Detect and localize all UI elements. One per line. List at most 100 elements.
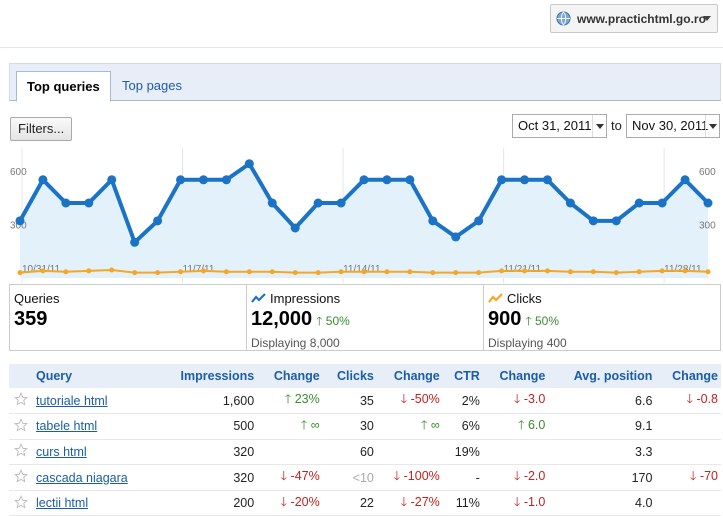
clicks-data-point (361, 269, 367, 275)
clicks-change-cell: 🡓 -100% (393, 469, 440, 484)
star-icon[interactable] (9, 414, 33, 440)
stat-clicks-value: 900 (488, 308, 522, 330)
impressions-data-point (313, 198, 323, 208)
impressions-data-point (176, 175, 186, 185)
column-header-position-change[interactable]: Change (672, 369, 718, 383)
x-tick-label: 11/14/11 (343, 264, 381, 275)
clicks-data-point (384, 269, 390, 275)
avg-position-cell: 170 (631, 470, 653, 485)
impressions-series-icon (251, 293, 266, 303)
clicks-data-point (499, 268, 505, 274)
clicks-data-point (86, 268, 92, 274)
impressions-change-cell: 🡑 ∞ (300, 417, 320, 432)
column-header-query[interactable]: Query (36, 369, 73, 383)
chevron-down-icon (705, 115, 719, 137)
date-to-select[interactable]: Nov 30, 2011 (626, 114, 720, 138)
ctr-cell: 19% (454, 444, 480, 459)
ctr-change-cell: 🡑 6.0 (517, 417, 546, 432)
clicks-data-point (132, 270, 138, 276)
queries-table: Query Impressions Change Clicks Change C… (9, 364, 721, 516)
up-arrow-icon: 🡑 (316, 314, 323, 328)
star-icon[interactable] (9, 439, 33, 465)
column-header-ctr-change[interactable]: Change (499, 369, 546, 383)
query-link[interactable]: curs html (36, 444, 87, 459)
table-row: lectii html 200 🡓 -20% 22 🡓 -27% 11% 🡓 -1.0 4.0 (9, 490, 721, 516)
ctr-change-cell (483, 439, 549, 465)
clicks-data-point (315, 270, 321, 276)
impressions-data-point (153, 216, 163, 226)
impressions-data-point (61, 198, 71, 208)
chevron-down-icon (703, 16, 711, 21)
clicks-data-point (338, 269, 344, 275)
down-arrow-icon: 🡓 (686, 392, 693, 407)
star-icon[interactable] (9, 388, 33, 414)
clicks-data-point (544, 268, 550, 274)
impressions-change-cell: 🡑 23% (284, 392, 320, 407)
down-arrow-icon: 🡓 (513, 494, 521, 509)
divider (0, 47, 723, 48)
impressions-data-point (130, 237, 140, 247)
column-header-impressions-change[interactable]: Change (273, 369, 320, 383)
tab-top-pages[interactable]: Top pages (122, 78, 182, 93)
table-row: curs html 320 60 19% 3.3 (9, 439, 721, 465)
position-change-cell (655, 490, 721, 516)
impressions-data-point (198, 175, 208, 185)
impressions-data-point (107, 175, 117, 185)
query-link[interactable]: cascada niagara (36, 470, 128, 485)
clicks-data-point (430, 270, 436, 276)
stat-clicks-label: Clicks (507, 290, 542, 306)
down-arrow-icon: 🡓 (400, 392, 408, 407)
column-header-clicks[interactable]: Clicks (337, 369, 374, 383)
star-icon[interactable] (9, 465, 33, 491)
query-link[interactable]: tutoriale html (36, 393, 108, 408)
filters-button[interactable]: Filters... (10, 117, 73, 141)
column-header-avg-position[interactable]: Avg. position (573, 369, 653, 383)
column-header-impressions[interactable]: Impressions (180, 369, 255, 383)
ctr-cell: 2% (461, 393, 480, 408)
impressions-change-cell: 🡓 -20% (280, 494, 320, 509)
clicks-data-point (155, 270, 161, 276)
impressions-data-point (405, 175, 415, 185)
column-header-ctr[interactable]: CTR (454, 369, 480, 383)
clicks-cell: <10 (352, 470, 374, 485)
table-row: tabele html 500 🡑 ∞ 30 🡑 ∞ 6% 🡑 6.0 9.1 (9, 414, 721, 440)
site-selector[interactable]: www.practichtml.go.ro (550, 4, 718, 33)
impressions-data-point (474, 216, 484, 226)
tab-top-queries[interactable]: Top queries (16, 71, 111, 102)
date-from-select[interactable]: Oct 31, 2011 (512, 114, 607, 138)
clicks-data-point (223, 269, 229, 275)
clicks-data-point (269, 269, 275, 275)
clicks-data-point (407, 269, 413, 275)
stat-clicks: Clicks 900 🡑 50% Displaying 400 (484, 285, 720, 351)
avg-position-cell: 6.6 (635, 393, 653, 408)
performance-chart: 60060030030010/31/1111/7/1111/14/1111/21… (0, 148, 723, 283)
ctr-change-cell: 🡓 -3.0 (513, 392, 546, 407)
clicks-change-cell: 🡓 -50% (400, 392, 440, 407)
clicks-data-point (613, 270, 619, 276)
tab-bar: Top queries Top pages (9, 63, 721, 102)
avg-position-cell: 3.3 (635, 444, 653, 459)
position-change-cell (655, 439, 721, 465)
clicks-data-point (453, 270, 459, 276)
query-link[interactable]: tabele html (36, 419, 98, 434)
query-link[interactable]: lectii html (36, 496, 89, 511)
impressions-data-point (15, 216, 25, 226)
impressions-data-point (428, 216, 438, 226)
clicks-cell: 35 (359, 393, 374, 408)
column-header-clicks-change[interactable]: Change (393, 369, 440, 383)
star-icon[interactable] (9, 490, 33, 516)
down-arrow-icon: 🡓 (513, 392, 521, 407)
x-tick-label: 11/7/11 (183, 264, 215, 275)
clicks-change-cell: 🡓 -27% (400, 494, 440, 509)
impressions-change-cell: 🡓 -47% (280, 469, 320, 484)
down-arrow-icon: 🡓 (393, 469, 401, 484)
y-tick-label: 600 (10, 167, 27, 178)
stat-impressions-value: 12,000 (251, 308, 313, 330)
impressions-data-point (611, 216, 621, 226)
up-arrow-icon: 🡑 (300, 417, 308, 432)
position-change-cell (655, 414, 721, 440)
down-arrow-icon: 🡓 (513, 469, 521, 484)
impressions-data-point (680, 175, 690, 185)
stat-impressions-change: 50% (325, 314, 350, 328)
performance-chart-svg: 60060030030010/31/1111/7/1111/14/1111/21… (10, 148, 716, 283)
